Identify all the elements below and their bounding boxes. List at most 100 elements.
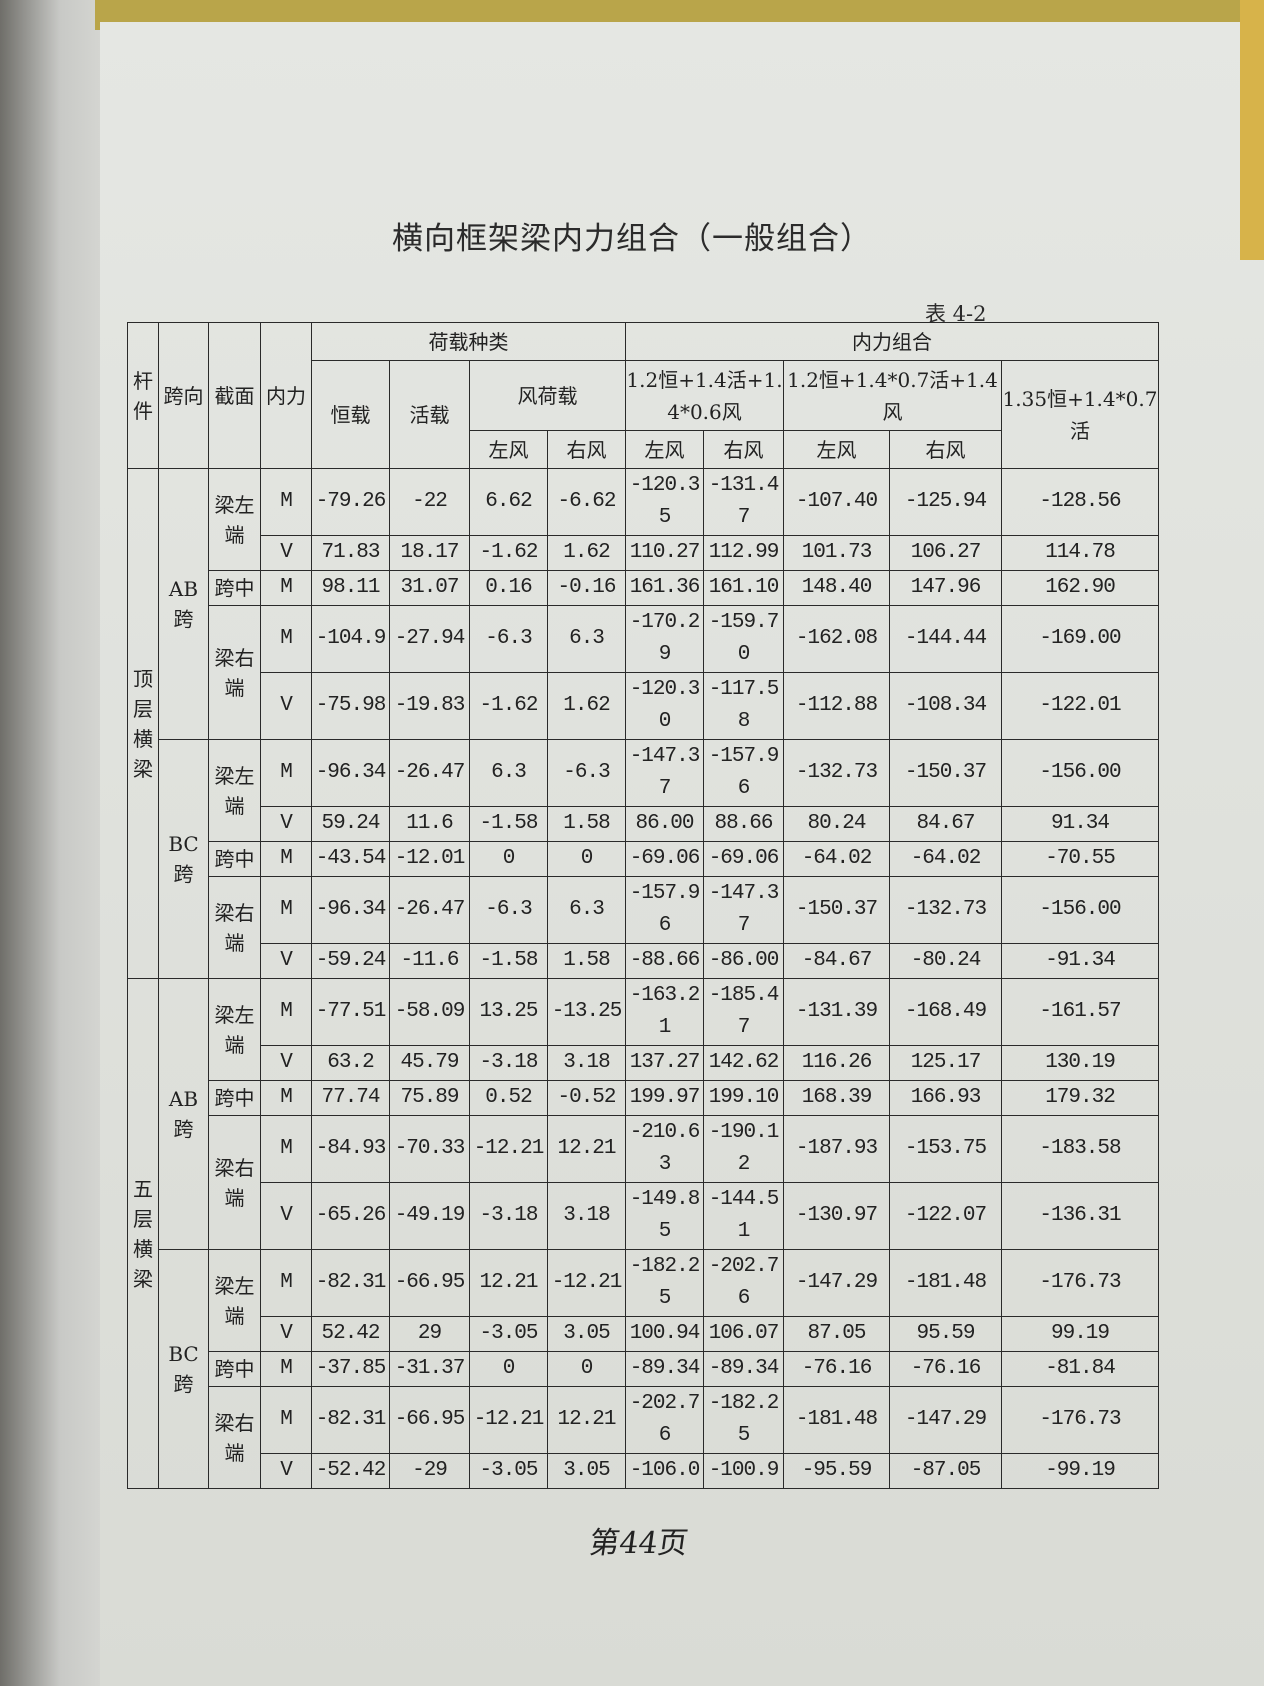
value-cell: -88.66: [625, 943, 704, 979]
value-cell: 6.3: [547, 605, 626, 673]
force-cell: V: [260, 1316, 312, 1352]
header-force: 内力: [260, 322, 312, 469]
value-cell: -96.34: [311, 739, 390, 807]
value-cell: 179.32: [1001, 1080, 1159, 1116]
value-cell: -64.02: [783, 841, 890, 877]
value-cell: 87.05: [783, 1316, 890, 1352]
value-cell: 161.10: [703, 570, 784, 606]
force-cell: M: [260, 1115, 312, 1183]
value-cell: -176.73: [1001, 1386, 1159, 1454]
header-combo2-right-wind: 右风: [889, 430, 1002, 469]
value-cell: 45.79: [389, 1045, 470, 1081]
value-cell: 6.3: [547, 876, 626, 944]
value-cell: 91.34: [1001, 806, 1159, 842]
table-body: 顶层横梁 AB跨 梁左端 M -79.26 -22 6.62 -6.62 -120.35 -131…: [127, 468, 1159, 1489]
value-cell: -131.47: [703, 468, 784, 536]
table-row: 跨中 M -37.85 -31.37 0 0 -89.34 -89.34 -76.16 -76.1…: [128, 1351, 1159, 1387]
value-cell: -3.05: [469, 1453, 548, 1489]
force-cell: V: [260, 943, 312, 979]
value-cell: -106.0: [625, 1453, 704, 1489]
value-cell: 199.10: [703, 1080, 784, 1116]
value-cell: 116.26: [783, 1045, 890, 1081]
span-cell: AB跨: [158, 468, 209, 740]
value-cell: 148.40: [783, 570, 890, 606]
header-dead: 恒载: [311, 360, 390, 469]
value-cell: -12.21: [469, 1386, 548, 1454]
force-cell: M: [260, 739, 312, 807]
header-combo2-left-wind: 左风: [783, 430, 890, 469]
value-cell: -82.31: [311, 1249, 390, 1317]
value-cell: -70.55: [1001, 841, 1159, 877]
force-cell: M: [260, 978, 312, 1046]
value-cell: 112.99: [703, 535, 784, 571]
value-cell: 63.2: [311, 1045, 390, 1081]
value-cell: 12.21: [469, 1249, 548, 1317]
header-left-wind: 左风: [469, 430, 548, 469]
value-cell: -11.6: [389, 943, 470, 979]
value-cell: -1.62: [469, 535, 548, 571]
section-cell: 梁左端: [208, 468, 261, 571]
value-cell: -79.26: [311, 468, 390, 536]
value-cell: -69.06: [703, 841, 784, 877]
value-cell: -12.21: [547, 1249, 626, 1317]
value-cell: -122.07: [889, 1182, 1002, 1250]
value-cell: -117.58: [703, 672, 784, 740]
value-cell: 99.19: [1001, 1316, 1159, 1352]
value-cell: -136.31: [1001, 1182, 1159, 1250]
span-cell: BC跨: [158, 1249, 209, 1489]
value-cell: -153.75: [889, 1115, 1002, 1183]
value-cell: -210.63: [625, 1115, 704, 1183]
section-cell: 跨中: [208, 841, 261, 877]
value-cell: -66.95: [389, 1249, 470, 1317]
book-spine-shadow: [0, 0, 100, 1686]
value-cell: 130.19: [1001, 1045, 1159, 1081]
value-cell: 101.73: [783, 535, 890, 571]
value-cell: -144.51: [703, 1182, 784, 1250]
value-cell: -1.62: [469, 672, 548, 740]
value-cell: 80.24: [783, 806, 890, 842]
table-row: V 71.83 18.17 -1.62 1.62 110.27 112.99 101.73 10…: [128, 535, 1159, 571]
value-cell: -49.19: [389, 1182, 470, 1250]
table-row: 顶层横梁 AB跨 梁左端 M -79.26 -22 6.62 -6.62 -120.35 -131…: [127, 468, 1159, 979]
value-cell: -84.67: [783, 943, 890, 979]
value-cell: -182.25: [625, 1249, 704, 1317]
page-title: 横向框架梁内力组合（一般组合）: [392, 221, 872, 257]
value-cell: -150.37: [783, 876, 890, 944]
value-cell: 1.58: [547, 943, 626, 979]
header-combos: 内力组合: [625, 322, 1159, 361]
value-cell: -1.58: [469, 943, 548, 979]
value-cell: -120.30: [625, 672, 704, 740]
handwritten-page-number: 第44页: [587, 1526, 691, 1561]
value-cell: 88.66: [703, 806, 784, 842]
force-cell: M: [260, 876, 312, 944]
value-cell: 137.27: [625, 1045, 704, 1081]
value-cell: -3.18: [469, 1045, 548, 1081]
value-cell: -170.29: [625, 605, 704, 673]
value-cell: 6.62: [469, 468, 548, 536]
value-cell: -149.85: [625, 1182, 704, 1250]
value-cell: -37.85: [311, 1351, 390, 1387]
section-cell: 梁右端: [208, 1386, 261, 1489]
value-cell: -66.95: [389, 1386, 470, 1454]
value-cell: 166.93: [889, 1080, 1002, 1116]
value-cell: 52.42: [311, 1316, 390, 1352]
table-row: 跨中 M -43.54 -12.01 0 0 -69.06 -69.06 -64.02 -64.0…: [128, 841, 1159, 877]
value-cell: 125.17: [889, 1045, 1002, 1081]
value-cell: -77.51: [311, 978, 390, 1046]
header-section: 截面: [208, 322, 261, 469]
force-cell: M: [260, 605, 312, 673]
value-cell: 59.24: [311, 806, 390, 842]
value-cell: 71.83: [311, 535, 390, 571]
value-cell: -156.00: [1001, 876, 1159, 944]
value-cell: 75.89: [389, 1080, 470, 1116]
value-cell: 162.90: [1001, 570, 1159, 606]
value-cell: 84.67: [889, 806, 1002, 842]
value-cell: 0: [469, 841, 548, 877]
table-row: 梁右端 M -84.93 -70.33 -12.21 12.21 -210.63 -190.1…: [128, 1115, 1159, 1250]
value-cell: -104.9: [311, 605, 390, 673]
force-cell: M: [260, 1080, 312, 1116]
table-row: BC跨 梁左端 M -96.34 -26.47 6.3 -6.3 -147.37 -157.96…: [128, 739, 1159, 979]
value-cell: -91.34: [1001, 943, 1159, 979]
value-cell: -190.12: [703, 1115, 784, 1183]
value-cell: 106.27: [889, 535, 1002, 571]
